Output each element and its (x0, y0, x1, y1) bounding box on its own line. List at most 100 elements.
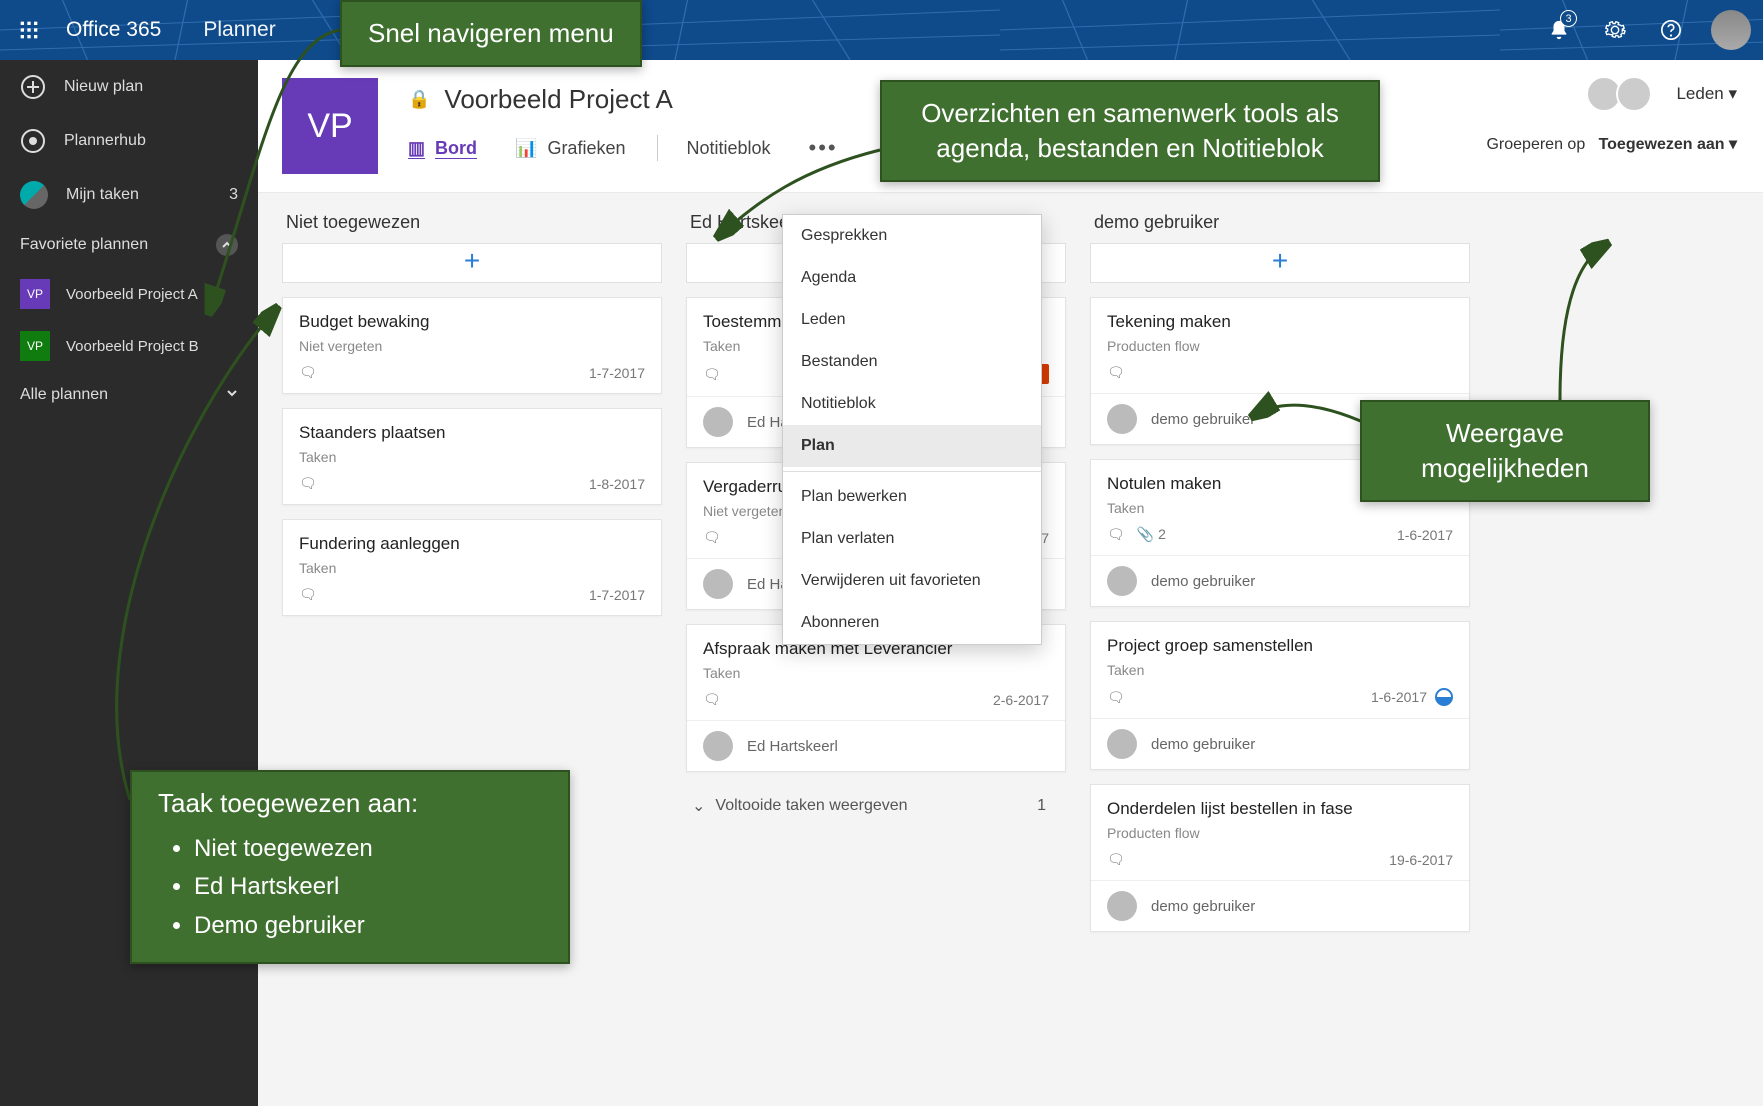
card-title: Tekening maken (1107, 312, 1453, 332)
tab-charts[interactable]: 📊 Grafieken (515, 138, 625, 159)
comment-icon: 🗨 (299, 586, 317, 603)
dropdown-item[interactable]: Leden (783, 299, 1041, 341)
card-meta: 🗨1-6-2017 (1091, 688, 1469, 718)
callout-assigned-title: Taak toegewezen aan: (158, 786, 542, 821)
chevron-up-icon (216, 234, 238, 256)
board-icon: ▥ (408, 138, 425, 159)
card-date: 19-6-2017 (1389, 852, 1453, 868)
plan-title: Voorbeeld Project A (444, 84, 672, 115)
brand-label[interactable]: Office 365 (58, 18, 183, 42)
card-date: 2-6-2017 (993, 692, 1049, 708)
task-card[interactable]: Afspraak maken met LeverancierTaken🗨2-6-… (686, 624, 1066, 772)
task-card[interactable]: Budget bewakingNiet vergeten🗨1-7-2017 (282, 297, 662, 394)
card-date: 1-8-2017 (589, 476, 645, 492)
dropdown-item[interactable]: Abonneren (783, 602, 1041, 644)
card-assignee: demo gebruiker (1091, 718, 1469, 769)
new-plan-button[interactable]: Nieuw plan (0, 60, 258, 114)
chevron-down-icon (226, 386, 238, 404)
plan-badge: VP (282, 78, 378, 174)
callout-assigned-item: Niet toegewezen (194, 833, 542, 865)
more-menu-button[interactable]: ••• (809, 135, 838, 161)
user-avatar[interactable] (1711, 10, 1751, 50)
card-subtitle: Taken (299, 560, 645, 576)
show-completed-button[interactable]: ⌄Voltooide taken weergeven1 (686, 786, 1066, 826)
add-task-button[interactable]: + (1090, 243, 1470, 283)
board-column: demo gebruiker + Tekening maken Producten f… (1090, 212, 1470, 1106)
tab-board-label: Bord (435, 138, 477, 159)
settings-icon[interactable] (1587, 0, 1643, 60)
column-title: demo gebruiker (1090, 212, 1470, 233)
card-subtitle: Niet vergeten (299, 338, 645, 354)
topbar: Office 365 Planner 3 (0, 0, 1763, 60)
column-title: Niet toegewezen (282, 212, 662, 233)
favorite-plans-header[interactable]: Favoriete plannen (0, 222, 258, 268)
member-avatar-icon (1616, 76, 1652, 112)
card-assignee: Ed Hartskeerl (687, 720, 1065, 771)
dropdown-item[interactable]: Bestanden (783, 341, 1041, 383)
card-subtitle: Producten flow (1107, 825, 1453, 841)
tab-notebook[interactable]: Notitieblok (686, 138, 770, 159)
comment-icon: 🗨 (299, 364, 317, 381)
app-name: Planner (183, 18, 275, 42)
groupby-control[interactable]: Groeperen op Toegewezen aan ▾ (1486, 134, 1737, 154)
card-title: Onderdelen lijst bestellen in fase (1107, 799, 1453, 819)
members-dropdown[interactable]: Leden ▾ (1676, 84, 1737, 104)
dropdown-item[interactable]: Plan bewerken (783, 476, 1041, 518)
card-title: Budget bewaking (299, 312, 645, 332)
callout-nav: Snel navigeren menu (340, 0, 642, 67)
header-members: Leden ▾ (1592, 76, 1737, 112)
assignee-name: demo gebruiker (1151, 411, 1255, 428)
card-subtitle: Taken (1107, 662, 1453, 678)
comment-icon: 🗨 (1107, 364, 1125, 381)
callout-tools: Overzichten en samenwerk tools als agend… (880, 80, 1380, 182)
dropdown-item[interactable]: Plan verlaten (783, 518, 1041, 560)
assignee-avatar-icon (1107, 729, 1137, 759)
my-tasks-label: Mijn taken (66, 186, 139, 204)
plan-tabs: ▥ Bord 📊 Grafieken Notitieblok ••• (408, 135, 838, 173)
task-card[interactable]: Staanders plaatsenTaken🗨1-8-2017 (282, 408, 662, 505)
callout-tools-text: Overzichten en samenwerk tools als agend… (921, 98, 1339, 163)
card-title: Fundering aanleggen (299, 534, 645, 554)
plan-badge-icon: VP (20, 279, 50, 309)
task-card[interactable]: Fundering aanleggenTaken🗨1-7-2017 (282, 519, 662, 616)
new-plan-label: Nieuw plan (64, 78, 143, 96)
card-subtitle: Taken (1107, 500, 1453, 516)
add-task-button[interactable]: + (282, 243, 662, 283)
help-icon[interactable] (1643, 0, 1699, 60)
all-plans-header[interactable]: Alle plannen (0, 372, 258, 418)
board-column: Niet toegewezen + Budget bewaking Niet verg… (282, 212, 662, 1106)
tab-charts-label: Grafieken (547, 138, 625, 159)
sidebar-plan-a[interactable]: VP Voorbeeld Project A (0, 268, 258, 320)
separator (657, 135, 658, 161)
plan-b-label: Voorbeeld Project B (66, 338, 199, 355)
dropdown-item[interactable]: Notitieblok (783, 383, 1041, 425)
task-card[interactable]: Project groep samenstellenTaken🗨1-6-2017… (1090, 621, 1470, 770)
dropdown-item[interactable]: Plan (783, 425, 1041, 467)
dropdown-item[interactable]: Agenda (783, 257, 1041, 299)
plan-badge-icon: VP (20, 331, 50, 361)
task-card[interactable]: Onderdelen lijst bestellen in fase Produc… (1090, 784, 1470, 932)
comment-icon: 🗨 (703, 691, 721, 708)
sidebar-plan-b[interactable]: VP Voorbeeld Project B (0, 320, 258, 372)
plannerhub-label: Plannerhub (64, 132, 146, 150)
dropdown-item[interactable]: Verwijderen uit favorieten (783, 560, 1041, 602)
callout-assigned-item: Demo gebruiker (194, 910, 542, 942)
plannerhub-button[interactable]: Plannerhub (0, 114, 258, 168)
all-plans-label: Alle plannen (20, 386, 108, 404)
hub-icon (20, 128, 46, 154)
app-launcher-icon[interactable] (0, 0, 58, 60)
chart-icon: 📊 (515, 138, 537, 159)
user-small-avatar-icon (20, 181, 48, 209)
comment-icon: 🗨 (1107, 526, 1125, 543)
card-meta: 🗨📎 21-6-2017 (1091, 526, 1469, 555)
card-assignee: demo gebruiker (1091, 880, 1469, 931)
dropdown-item[interactable]: Gesprekken (783, 215, 1041, 257)
assignee-avatar-icon (1107, 891, 1137, 921)
card-meta: 🗨1-8-2017 (283, 475, 661, 504)
my-tasks-button[interactable]: Mijn taken 3 (0, 168, 258, 222)
tab-board[interactable]: ▥ Bord (408, 138, 477, 159)
card-subtitle: Taken (703, 665, 1049, 681)
member-avatars[interactable] (1592, 76, 1652, 112)
assignee-name: demo gebruiker (1151, 898, 1255, 915)
notifications-icon[interactable]: 3 (1531, 0, 1587, 60)
